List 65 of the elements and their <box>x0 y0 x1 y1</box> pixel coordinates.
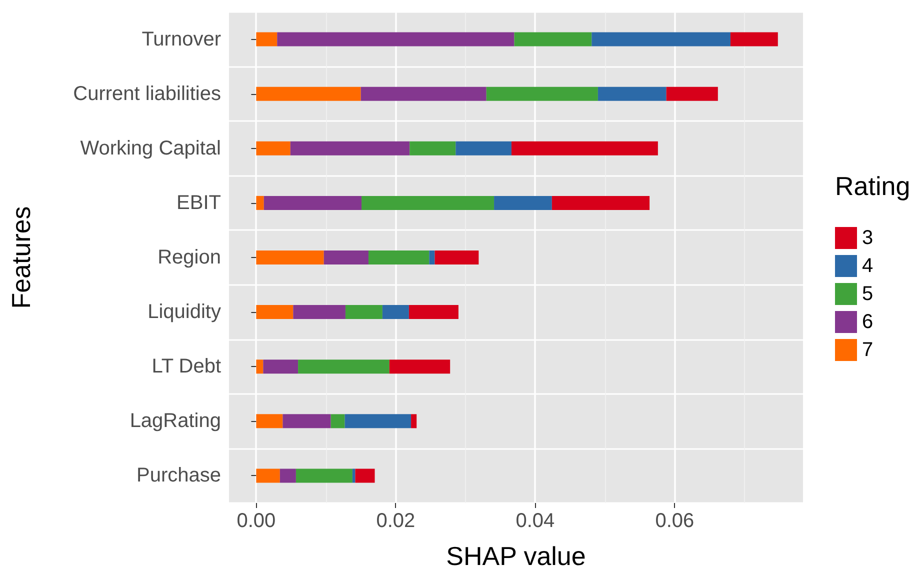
bar <box>411 414 417 428</box>
bar <box>256 468 280 483</box>
bar <box>592 32 730 46</box>
bar <box>730 32 778 46</box>
bar <box>434 250 479 264</box>
bar <box>429 250 435 264</box>
y-tick-label: LT Debt <box>152 356 222 378</box>
x-tick-label: 0.04 <box>516 510 555 532</box>
y-tick-label: Turnover <box>142 28 222 50</box>
bar <box>277 32 514 46</box>
y-tick-label: Region <box>158 246 221 268</box>
bar <box>256 250 324 264</box>
bar <box>486 86 598 101</box>
bar <box>282 414 331 428</box>
y-tick-label: Liquidity <box>148 301 221 324</box>
bar <box>263 360 298 374</box>
bar <box>494 196 552 210</box>
bar <box>296 468 352 483</box>
y-tick-label: EBIT <box>176 192 221 214</box>
legend-title: Rating <box>835 171 910 201</box>
bar <box>598 86 666 101</box>
bar <box>511 141 658 156</box>
bar <box>360 86 486 101</box>
bar <box>264 196 362 210</box>
y-tick-label: Working Capital <box>80 137 221 160</box>
bar <box>552 196 650 210</box>
bar <box>456 141 512 156</box>
x-tick-label: 0.00 <box>236 510 276 532</box>
x-tick-label: 0.02 <box>376 510 416 532</box>
bar <box>514 32 592 46</box>
bar <box>256 305 294 320</box>
bar <box>256 141 290 156</box>
legend-label: 4 <box>862 255 874 277</box>
legend-label: 5 <box>862 283 874 305</box>
bar <box>280 468 296 483</box>
bar <box>298 360 390 374</box>
bar <box>666 86 718 101</box>
bar <box>382 305 409 320</box>
bar <box>324 250 368 264</box>
bar <box>352 468 356 483</box>
bar <box>256 414 283 428</box>
y-tick-label: Current liabilities <box>73 82 221 105</box>
bar <box>408 305 458 320</box>
bar <box>256 360 264 374</box>
y-axis-title: Features <box>6 206 36 309</box>
bar <box>290 141 410 156</box>
legend-label: 7 <box>862 339 874 361</box>
bar <box>355 468 375 483</box>
bar <box>368 250 430 264</box>
legend-label: 6 <box>862 311 874 333</box>
bar <box>256 86 361 101</box>
x-axis-title: SHAP value <box>446 541 586 571</box>
bar <box>344 414 412 428</box>
bar <box>256 32 278 46</box>
bar <box>330 414 345 428</box>
bar <box>389 360 450 374</box>
y-tick-label: LagRating <box>130 410 221 432</box>
legend-label: 3 <box>862 227 874 249</box>
bar <box>345 305 382 320</box>
bar <box>256 196 264 210</box>
x-tick-label: 0.06 <box>655 510 694 532</box>
y-tick-label: Purchase <box>136 464 221 487</box>
bar <box>410 141 456 156</box>
bar <box>293 305 346 320</box>
bar <box>362 196 494 210</box>
